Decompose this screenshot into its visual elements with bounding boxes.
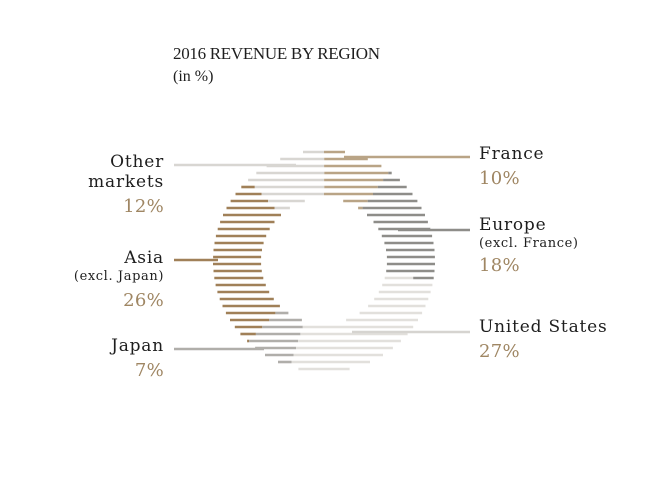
- chart-subtitle: (in %): [173, 68, 214, 85]
- label-us: United States 27%: [479, 317, 608, 363]
- label-other-name-1: Other: [110, 152, 164, 172]
- label-france-pct: 10%: [479, 168, 520, 189]
- label-us-pct: 27%: [479, 341, 520, 362]
- label-asia: Asia (excl. Japan) 26%: [14, 248, 164, 312]
- label-asia-sub: (excl. Japan): [73, 269, 164, 284]
- label-france: France 10%: [479, 144, 544, 190]
- label-other-pct: 12%: [123, 196, 164, 217]
- label-other: Other markets 12%: [14, 152, 164, 218]
- label-us-name: United States: [479, 317, 608, 337]
- label-europe-name: Europe: [479, 215, 547, 235]
- chart-title: 2016 REVENUE BY REGION: [173, 44, 380, 63]
- label-japan: Japan 7%: [14, 336, 164, 382]
- label-europe-pct: 18%: [479, 255, 520, 276]
- label-europe: Europe (excl. France) 18%: [479, 215, 579, 277]
- label-other-name-2: markets: [88, 172, 164, 192]
- label-japan-pct: 7%: [134, 360, 164, 381]
- label-asia-pct: 26%: [123, 290, 164, 311]
- label-europe-sub: (excl. France): [479, 236, 579, 251]
- label-asia-name: Asia: [124, 248, 164, 268]
- label-france-name: France: [479, 144, 545, 164]
- donut-stripes: [213, 150, 435, 371]
- label-japan-name: Japan: [111, 336, 164, 356]
- leader-lines: [174, 155, 470, 351]
